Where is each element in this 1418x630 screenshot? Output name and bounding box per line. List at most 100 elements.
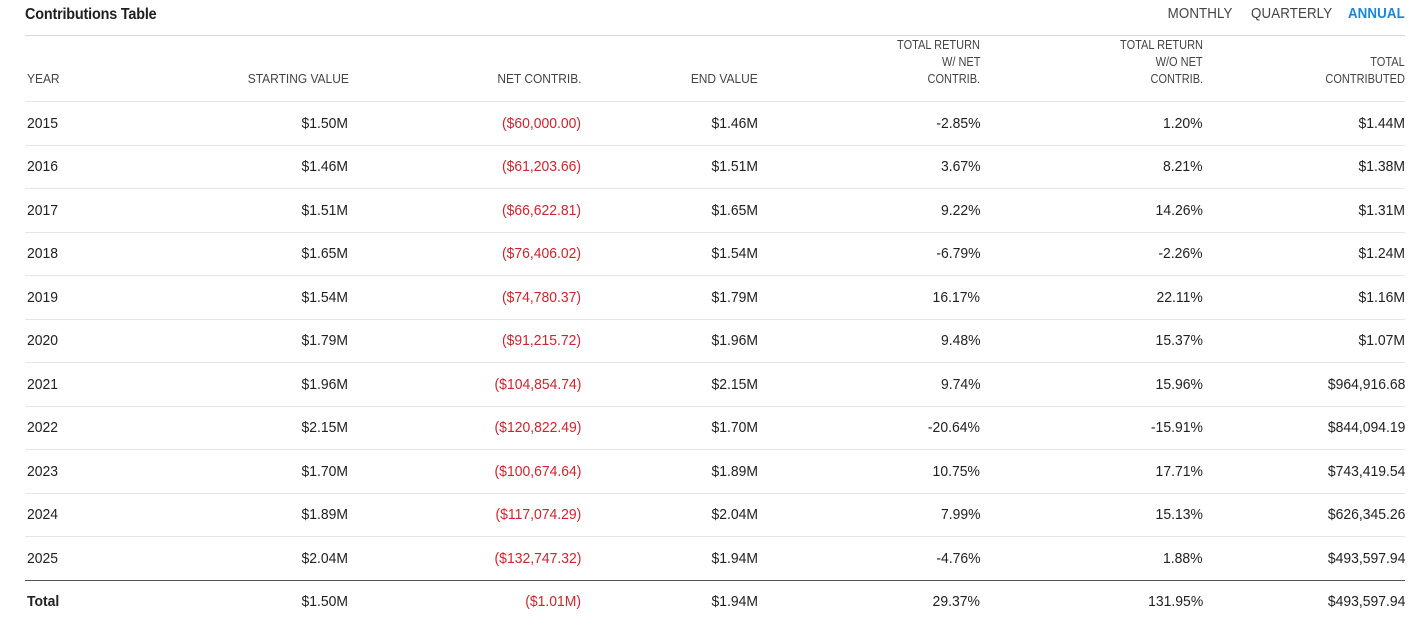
cell-net-contrib: ($60,000.00) [348, 101, 582, 146]
cell-total-contributed: $1.38M [1202, 145, 1405, 189]
cell-total-return-with-net: 16.17% [757, 275, 981, 320]
cell-end-value: $2.15M [581, 362, 758, 407]
table-row: 2024 $1.89M ($117,074.29) $2.04M 7.99% 15.13%… [25, 493, 1405, 537]
cell-starting-value: $1.96M [146, 362, 349, 407]
table-header-row: YEAR STARTING VALUE NET CONTRIB. END VAL… [25, 36, 1405, 102]
cell-year: 2015 [25, 101, 147, 146]
cell-end-value: $1.79M [581, 275, 758, 320]
table-total-row: Total $1.50M ($1.01M) $1.94M 29.37% 131.95% $4… [25, 579, 1405, 622]
cell-year: 2025 [27, 549, 59, 567]
col-header-end-value: END VALUE [581, 36, 758, 102]
cell-starting-value: $1.65M [146, 232, 349, 276]
cell-total-contributed: $1.24M [1202, 232, 1405, 276]
cell-total-return-without-net: 8.21% [980, 145, 1203, 189]
cell-year: 2016 [25, 145, 147, 189]
cell-total-contributed: $1.07M [1202, 319, 1405, 363]
table-row: 2025 $2.04M ($132,747.32) $1.94M -4.76% 1.88%… [25, 537, 1405, 581]
col-header-total-contributed: TOTAL CONTRIBUTED [1202, 36, 1405, 102]
cell-end-value: $1.94M [581, 579, 758, 622]
table-row: 2021 $1.96M ($104,854.74) $2.15M 9.74% 15.96%… [25, 362, 1405, 407]
cell-total-return-without-net: 131.95% [980, 579, 1203, 622]
cell-total-return-with-net: 9.22% [757, 188, 981, 233]
cell-net-contrib: ($117,074.29) [348, 493, 582, 537]
cell-total-contributed: $743,419.54 [1202, 449, 1405, 494]
cell-total-return-with-net: 3.67% [757, 145, 981, 189]
cell-net-contrib: ($74,780.37) [348, 275, 582, 320]
period-monthly-button[interactable]: MONTHLY [1168, 6, 1233, 22]
cell-total-contributed: $1.44M [1202, 101, 1405, 146]
col-header-starting-value: STARTING VALUE [146, 36, 349, 102]
period-quarterly-button[interactable]: QUARTERLY [1251, 6, 1333, 22]
cell-starting-value: $1.79M [146, 319, 349, 363]
cell-starting-value: $2.15M [146, 406, 349, 450]
cell-year: 2023 [25, 449, 147, 494]
cell-total-contributed: $844,094.19 [1202, 406, 1405, 450]
cell-net-contrib: ($61,203.66) [348, 145, 582, 189]
cell-total-contributed: $626,345.26 [1202, 493, 1405, 537]
cell-net-contrib: ($104,854.74) [348, 362, 582, 407]
cell-total-contributed: $493,597.94 [1327, 549, 1405, 567]
cell-total-return-without-net: 15.96% [980, 362, 1203, 407]
cell-starting-value: $2.04M [301, 549, 349, 567]
cell-net-contrib: ($91,215.72) [348, 319, 582, 363]
table-title: Contributions Table [25, 6, 157, 23]
cell-net-contrib: ($66,622.81) [348, 188, 582, 233]
header-divider [25, 35, 1405, 36]
cell-end-value: $1.89M [581, 449, 758, 494]
cell-total-contributed: $493,597.94 [1202, 579, 1405, 622]
table-row: 2023 $1.70M ($100,674.64) $1.89M 10.75% 17.71… [25, 449, 1405, 494]
table-row: 2022 $2.15M ($120,822.49) $1.70M -20.64% -15.… [25, 406, 1405, 450]
cell-total-return-with-net: -6.79% [757, 232, 981, 276]
table-row: 2017 $1.51M ($66,622.81) $1.65M 9.22% 14.26% $… [25, 188, 1405, 233]
contributions-table: YEAR STARTING VALUE NET CONTRIB. END VAL… [25, 36, 1405, 622]
cell-starting-value: $1.89M [146, 493, 349, 537]
cell-total-return-without-net: -2.26% [980, 232, 1203, 276]
cell-end-value: $1.96M [581, 319, 758, 363]
cell-net-contrib: ($1.01M) [348, 579, 582, 622]
table-row: 2020 $1.79M ($91,215.72) $1.96M 9.48% 15.37% $… [25, 319, 1405, 363]
table-row: 2018 $1.65M ($76,406.02) $1.54M -6.79% -2.26%… [25, 232, 1405, 276]
cell-end-value: $1.94M [711, 549, 758, 567]
cell-total-contributed: $1.16M [1202, 275, 1405, 320]
cell-starting-value: $1.54M [146, 275, 349, 320]
cell-net-contrib: ($132,747.32) [494, 549, 582, 567]
cell-total-return-with-net: -20.64% [757, 406, 981, 450]
cell-total-contributed: $1.31M [1202, 188, 1405, 233]
table-row: 2015 $1.50M ($60,000.00) $1.46M -2.85% 1.20% $… [25, 101, 1405, 146]
cell-total-return-without-net: 15.13% [980, 493, 1203, 537]
cell-year: 2017 [25, 188, 147, 233]
cell-total-return-with-net: -2.85% [757, 101, 981, 146]
cell-net-contrib: ($120,822.49) [348, 406, 582, 450]
cell-total-return-with-net: 9.74% [757, 362, 981, 407]
cell-total-return-with-net: -4.76% [936, 549, 981, 567]
cell-year: 2020 [25, 319, 147, 363]
cell-total-return-without-net: 22.11% [980, 275, 1203, 320]
cell-starting-value: $1.50M [146, 579, 349, 622]
cell-year: 2018 [25, 232, 147, 276]
cell-starting-value: $1.51M [146, 188, 349, 233]
cell-net-contrib: ($76,406.02) [348, 232, 582, 276]
cell-total-return-without-net: 1.20% [980, 101, 1203, 146]
cell-end-value: $1.70M [581, 406, 758, 450]
col-header-net-contrib: NET CONTRIB. [348, 36, 582, 102]
cell-year: Total [25, 579, 147, 622]
cell-year: 2024 [25, 493, 147, 537]
cell-end-value: $1.46M [581, 101, 758, 146]
cell-total-return-without-net: 1.88% [1163, 549, 1203, 567]
cell-total-return-with-net: 29.37% [757, 579, 981, 622]
cell-total-return-without-net: -15.91% [980, 406, 1203, 450]
period-annual-button[interactable]: ANNUAL [1348, 6, 1405, 22]
cell-total-return-without-net: 15.37% [980, 319, 1203, 363]
table-row: 2016 $1.46M ($61,203.66) $1.51M 3.67% 8.21% $1… [25, 145, 1405, 189]
cell-net-contrib: ($100,674.64) [348, 449, 582, 494]
col-header-total-return-without-net: TOTAL RETURN W/O NET CONTRIB. [980, 36, 1203, 102]
cell-starting-value: $1.70M [146, 449, 349, 494]
table-row: 2019 $1.54M ($74,780.37) $1.79M 16.17% 22.11%… [25, 275, 1405, 320]
cell-starting-value: $1.46M [146, 145, 349, 189]
cell-year: 2022 [25, 406, 147, 450]
cell-total-return-without-net: 14.26% [980, 188, 1203, 233]
cell-end-value: $2.04M [581, 493, 758, 537]
cell-total-return-without-net: 17.71% [980, 449, 1203, 494]
cell-total-return-with-net: 10.75% [757, 449, 981, 494]
cell-end-value: $1.65M [581, 188, 758, 233]
